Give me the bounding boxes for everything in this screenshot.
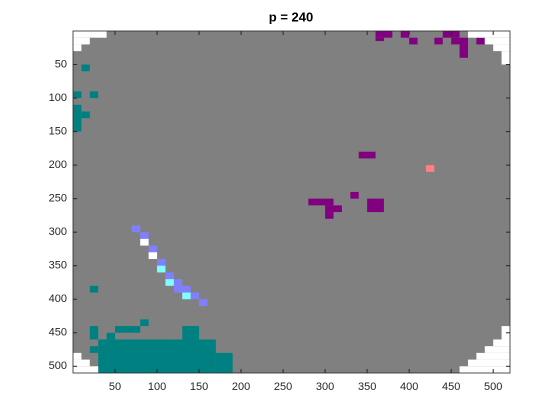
- image-cell: [367, 198, 384, 213]
- image-cell: [173, 279, 183, 293]
- image-cell: [73, 359, 90, 367]
- x-tick-label: 500: [484, 381, 502, 393]
- y-tick-label: 150: [49, 125, 67, 137]
- image-cell: [98, 339, 216, 373]
- image-cell: [375, 37, 384, 42]
- image-cell: [459, 366, 510, 373]
- image-cell: [476, 352, 510, 360]
- image-cell: [199, 299, 208, 306]
- image-cell: [493, 44, 510, 52]
- image-cell: [409, 37, 418, 45]
- image-cell: [165, 272, 174, 280]
- image-cell: [350, 191, 359, 199]
- x-tick-label: 250: [274, 381, 292, 393]
- image-cell: [73, 31, 107, 38]
- x-tick-label: 100: [148, 381, 166, 393]
- image-cell: [115, 326, 124, 333]
- image-cell: [467, 359, 510, 367]
- y-tick-label: 500: [49, 360, 67, 372]
- image-cell: [182, 285, 191, 293]
- image-cell: [434, 37, 443, 45]
- x-tick-label: 150: [190, 381, 208, 393]
- x-tick-label: 200: [232, 381, 250, 393]
- image-cell: [182, 326, 200, 340]
- y-tick-label: 50: [55, 58, 67, 70]
- image-cell: [501, 51, 510, 65]
- axes-box: [72, 30, 511, 374]
- image-cell: [215, 352, 233, 373]
- y-tick-label: 100: [49, 92, 67, 104]
- image-cell: [89, 91, 99, 99]
- chart-title: p = 240: [269, 9, 313, 24]
- image-cell: [73, 352, 82, 360]
- y-tick-label: 300: [49, 226, 67, 238]
- image-cell: [325, 212, 334, 219]
- x-tick-label: 350: [358, 381, 376, 393]
- image-cell: [308, 198, 334, 206]
- image-cell: [81, 111, 90, 119]
- image-cell: [501, 326, 510, 340]
- image-cell: [140, 238, 149, 246]
- x-tick-label: 50: [109, 381, 121, 393]
- image-cell: [467, 31, 510, 38]
- image-cell: [131, 225, 141, 233]
- image-cell: [73, 91, 82, 99]
- image-cell: [165, 279, 174, 286]
- y-tick-label: 450: [49, 327, 67, 339]
- image-cell: [140, 319, 149, 327]
- image-cell: [425, 165, 435, 172]
- image-cell: [73, 366, 99, 373]
- x-tick-label: 450: [442, 381, 460, 393]
- image-cell: [484, 346, 510, 353]
- image-cell: [484, 37, 510, 45]
- image-cell: [106, 332, 116, 340]
- image-cell: [89, 285, 99, 293]
- image-cell: [73, 44, 82, 52]
- x-tick-label: 400: [400, 381, 418, 393]
- image-cell: [375, 31, 393, 38]
- image-background: [73, 31, 510, 373]
- image-cell: [89, 326, 99, 340]
- image-cell: [400, 31, 410, 38]
- image-cell: [325, 205, 342, 213]
- image-cell: [148, 252, 158, 259]
- y-tick-label: 350: [49, 260, 67, 272]
- y-tick-label: 400: [49, 293, 67, 305]
- image-cell: [73, 37, 90, 45]
- y-tick-label: 250: [49, 193, 67, 205]
- image-cell: [123, 326, 141, 333]
- image-cell: [81, 64, 90, 72]
- image-cell: [89, 346, 99, 353]
- image-cell: [190, 292, 200, 300]
- image-cell: [459, 44, 468, 58]
- image-cell: [451, 37, 468, 45]
- x-tick-label: 300: [316, 381, 334, 393]
- image-cell: [73, 104, 82, 132]
- y-tick-label: 200: [49, 159, 67, 171]
- image-cell: [157, 265, 166, 273]
- image-cell: [131, 339, 141, 347]
- image-cell: [358, 151, 376, 159]
- image-cell: [493, 339, 510, 347]
- image-cell: [476, 37, 485, 45]
- image-cell: [182, 292, 191, 300]
